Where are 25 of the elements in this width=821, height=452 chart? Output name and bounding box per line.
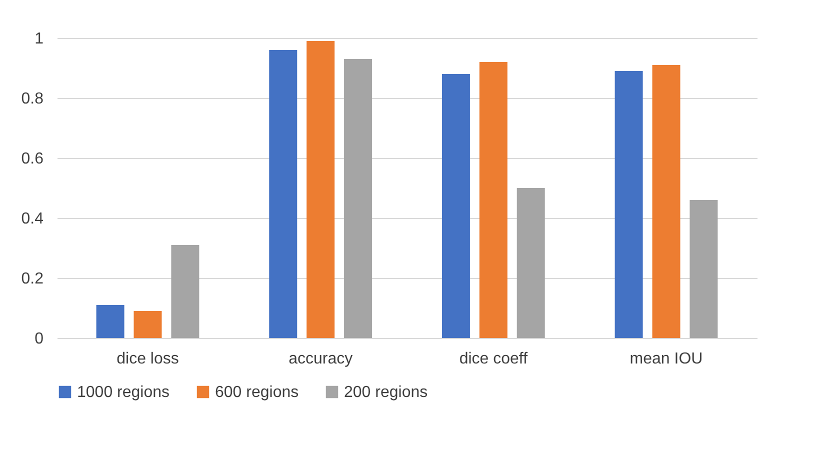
bar	[442, 74, 470, 338]
bar	[344, 59, 372, 338]
bar	[269, 50, 298, 338]
bar	[306, 41, 335, 338]
legend-label: 200 regions	[344, 384, 428, 401]
y-tick-label: 0	[34, 330, 44, 348]
legend-label: 600 regions	[215, 384, 299, 401]
bar	[690, 200, 718, 338]
bar	[171, 245, 200, 338]
x-tick-label: dice loss	[116, 350, 179, 368]
bar	[652, 65, 680, 338]
y-tick-label: 0.2	[21, 270, 44, 288]
y-tick-label: 0.4	[21, 210, 44, 228]
y-tick-label: 0.8	[21, 90, 44, 108]
x-tick-label: mean IOU	[630, 350, 703, 368]
bar	[479, 62, 508, 338]
y-tick-label: 0.6	[21, 150, 44, 168]
x-tick-label: accuracy	[288, 350, 353, 368]
bar	[134, 311, 162, 338]
y-tick-label: 1	[34, 30, 44, 48]
legend-label: 1000 regions	[77, 384, 170, 401]
bar	[96, 305, 124, 338]
x-tick-label: dice coeff	[459, 350, 528, 368]
bar	[614, 71, 643, 338]
bar	[516, 188, 545, 338]
